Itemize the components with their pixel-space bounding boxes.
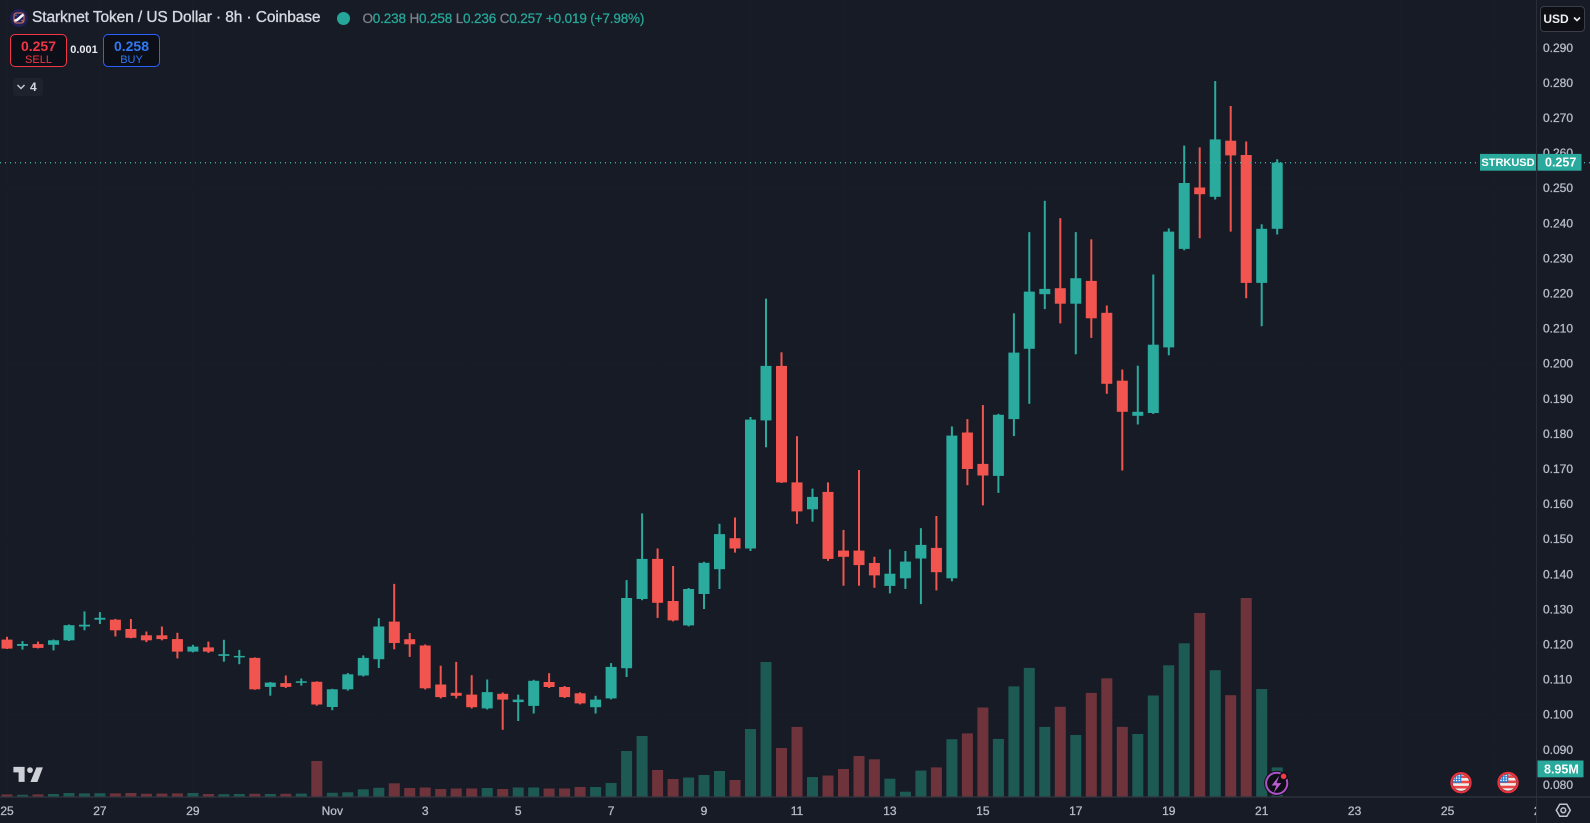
svg-text:0.200: 0.200 <box>1543 357 1573 371</box>
svg-text:0.110: 0.110 <box>1543 673 1572 687</box>
svg-text:0.120: 0.120 <box>1543 638 1573 652</box>
svg-text:0.250: 0.250 <box>1543 181 1573 195</box>
svg-text:0.150: 0.150 <box>1543 532 1573 546</box>
svg-text:21: 21 <box>1255 804 1269 818</box>
svg-text:0.240: 0.240 <box>1543 216 1573 230</box>
svg-text:29: 29 <box>186 804 200 818</box>
svg-text:15: 15 <box>976 804 990 818</box>
svg-text:13: 13 <box>883 804 897 818</box>
svg-text:0.220: 0.220 <box>1543 287 1573 301</box>
svg-text:0.100: 0.100 <box>1543 708 1573 722</box>
svg-text:0.130: 0.130 <box>1543 602 1573 616</box>
svg-text:0.180: 0.180 <box>1543 427 1573 441</box>
svg-text:0.140: 0.140 <box>1543 567 1573 581</box>
svg-text:0.290: 0.290 <box>1543 41 1573 55</box>
svg-text:0.080: 0.080 <box>1543 778 1573 792</box>
svg-text:0.280: 0.280 <box>1543 76 1573 90</box>
svg-text:Nov: Nov <box>322 804 343 818</box>
svg-text:7: 7 <box>608 804 615 818</box>
svg-text:27: 27 <box>1534 804 1548 818</box>
svg-text:0.210: 0.210 <box>1543 322 1573 336</box>
svg-text:0.190: 0.190 <box>1543 392 1573 406</box>
svg-text:25: 25 <box>0 804 14 818</box>
svg-text:STRKUSD: STRKUSD <box>1481 157 1534 169</box>
svg-text:0.090: 0.090 <box>1543 743 1573 757</box>
svg-text:0.230: 0.230 <box>1543 251 1573 265</box>
svg-text:0.257: 0.257 <box>1545 156 1576 170</box>
svg-text:25: 25 <box>1441 804 1455 818</box>
svg-text:5: 5 <box>515 804 522 818</box>
svg-text:0.160: 0.160 <box>1543 497 1573 511</box>
svg-text:0.170: 0.170 <box>1543 462 1573 476</box>
svg-text:17: 17 <box>1069 804 1083 818</box>
svg-text:0.270: 0.270 <box>1543 111 1573 125</box>
svg-text:8.95M: 8.95M <box>1544 762 1579 776</box>
svg-text:27: 27 <box>93 804 107 818</box>
svg-text:19: 19 <box>1162 804 1176 818</box>
svg-text:3: 3 <box>422 804 429 818</box>
svg-text:9: 9 <box>701 804 708 818</box>
svg-text:11: 11 <box>791 804 804 818</box>
svg-text:23: 23 <box>1348 804 1362 818</box>
